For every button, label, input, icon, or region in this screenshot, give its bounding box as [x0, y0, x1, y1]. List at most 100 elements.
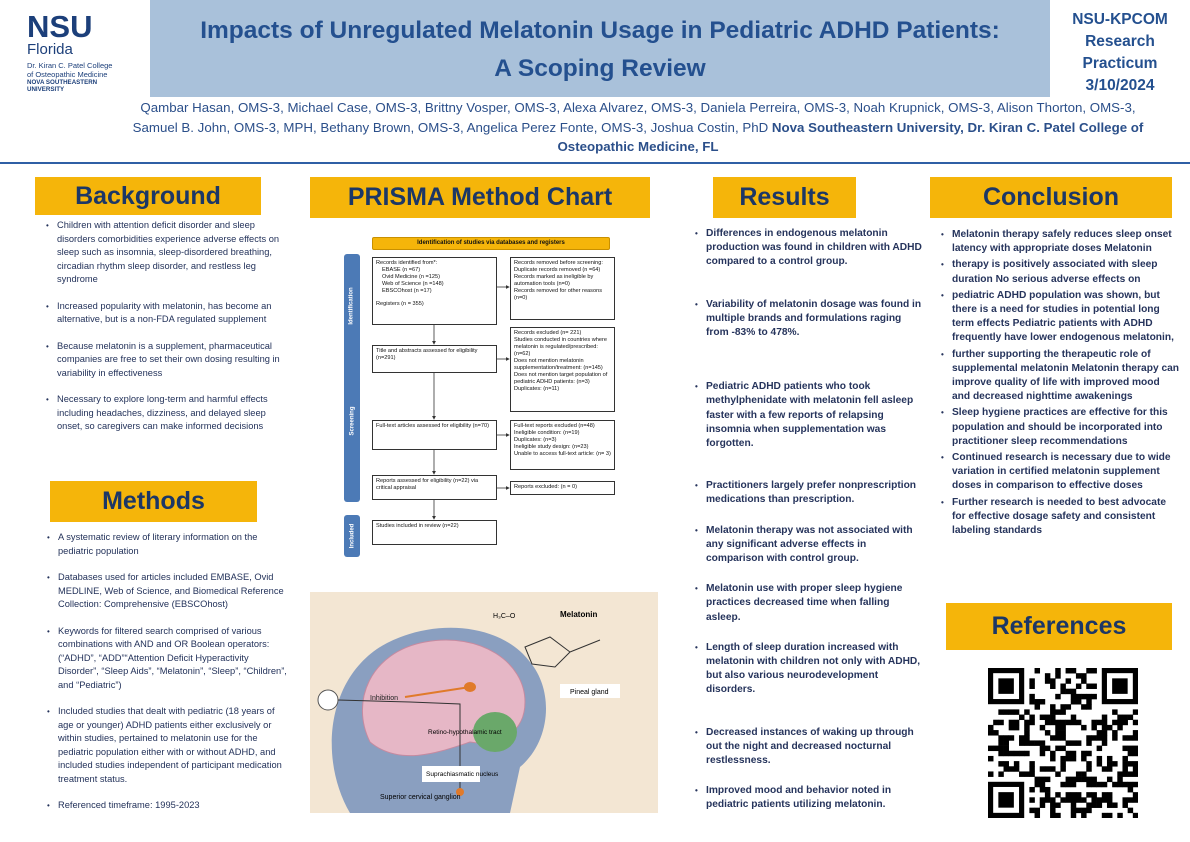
qr-module [1050, 755, 1056, 762]
qr-module [1070, 812, 1077, 818]
qr-module [1044, 797, 1051, 803]
qr-module [1050, 807, 1056, 814]
qr-module [1044, 745, 1051, 752]
qr-module [1003, 709, 1009, 715]
qr-module [1060, 683, 1066, 689]
qr-module [1081, 678, 1087, 684]
list-item: Improved mood and behavior noted in pedi… [695, 784, 922, 812]
qr-module [1029, 714, 1035, 721]
qr-module [1060, 730, 1066, 736]
results-list: Differences in endogenous melatonin prod… [694, 227, 922, 813]
section-title: Results [713, 177, 856, 218]
qr-module [998, 678, 1014, 694]
qr-module [1096, 755, 1103, 762]
qr-module [1024, 730, 1030, 736]
box-line: Does not mention melatonin supplementati… [514, 358, 603, 371]
prisma-phase: Screening [344, 340, 360, 502]
figure-label: Retino-hypothalamic tract [428, 729, 502, 736]
list-item: Length of sleep duration increased with … [695, 641, 922, 698]
qr-module [1029, 797, 1035, 803]
qr-module [1039, 750, 1046, 757]
qr-module [1106, 776, 1113, 783]
qr-module [1075, 719, 1082, 726]
qr-module [1034, 776, 1041, 783]
qr-module [1034, 807, 1041, 814]
qr-module [1003, 740, 1009, 746]
qr-module [1055, 730, 1061, 736]
qr-module [1044, 678, 1051, 684]
qr-module [993, 730, 999, 736]
qr-module [1055, 673, 1061, 679]
qr-module [1096, 797, 1103, 803]
qr-module [1117, 724, 1123, 731]
list-item: Melatonin therapy was not associated wit… [695, 524, 922, 567]
qr-module [1029, 699, 1035, 705]
box-line: Full-text reports excluded (n=48) [514, 423, 595, 429]
figure-label: Pineal gland [570, 689, 609, 696]
qr-module [1106, 766, 1113, 772]
qr-module [1039, 745, 1046, 752]
qr-module [1081, 750, 1087, 757]
qr-module [1081, 755, 1087, 762]
qr-module [1029, 761, 1035, 767]
list-item: Necessary to explore long-term and harmf… [46, 393, 290, 434]
qr-module [1081, 704, 1087, 710]
qr-module [1003, 761, 1009, 767]
qr-module [1044, 714, 1051, 721]
qr-module [1106, 792, 1113, 798]
qr-module [1065, 668, 1072, 674]
qr-module [1086, 807, 1092, 814]
qr-module [1070, 797, 1077, 803]
list-item: therapy is positively associated with sl… [941, 258, 1180, 286]
qr-module [1132, 771, 1138, 777]
qr-module [1127, 807, 1134, 814]
qr-module [1070, 688, 1077, 695]
figure-label: H₃C–O [493, 613, 516, 620]
qr-module [1086, 740, 1092, 746]
qr-module [1117, 771, 1123, 777]
qr-module [1096, 781, 1103, 788]
qr-module [1065, 750, 1072, 757]
section-title: PRISMA Method Chart [310, 177, 650, 218]
qr-module [1060, 781, 1066, 788]
qr-module [1091, 683, 1097, 689]
box-line: Records excluded (n= 221) [514, 330, 582, 336]
list-item: Melatonin use with proper sleep hygiene … [695, 582, 922, 625]
qr-module [1060, 709, 1066, 715]
location: , FL [694, 139, 719, 154]
qr-module [1132, 761, 1138, 767]
prisma-arrows [432, 285, 510, 520]
qr-module [1070, 719, 1077, 726]
qr-module [1060, 745, 1066, 752]
qr-module [1060, 735, 1066, 741]
qr-module [1060, 719, 1066, 726]
qr-module [998, 750, 1004, 757]
qr-module [1055, 812, 1061, 818]
conclusion-list: Melatonin therapy safely reduces sleep o… [940, 228, 1180, 540]
qr-module [1055, 668, 1061, 674]
authors-block: Qambar Hasan, OMS-3, Michael Case, OMS-3… [118, 98, 1158, 157]
qr-module [1024, 740, 1030, 746]
qr-module [998, 745, 1004, 752]
side-line: Practicum [1082, 55, 1158, 72]
figure-label: Melatonin [560, 610, 597, 619]
qr-module [1106, 761, 1113, 767]
box-line: Ineligible condition: (n=19) [514, 430, 580, 436]
phase-label: Included [349, 523, 356, 549]
list-item: Pediatric ADHD patients who took methylp… [695, 380, 922, 451]
figure-label: Suprachiasmatic nucleus [426, 771, 499, 778]
qr-module [1086, 735, 1092, 741]
qr-module [1127, 781, 1134, 788]
qr-module [1070, 807, 1077, 814]
list-item: Melatonin therapy safely reduces sleep o… [941, 228, 1180, 256]
qr-module [1112, 761, 1118, 767]
title-line: A Scoping Review [494, 55, 706, 82]
qr-module [1091, 781, 1097, 788]
prisma-box: Reports assessed for eligibility (n=22) … [372, 475, 497, 500]
box-line: Records marked as ineligible by automati… [514, 274, 594, 287]
qr-module [1029, 693, 1035, 700]
qr-module [1050, 678, 1056, 684]
qr-module [1122, 735, 1128, 741]
box-line: Ovid Medicine (n =125) [382, 274, 440, 280]
